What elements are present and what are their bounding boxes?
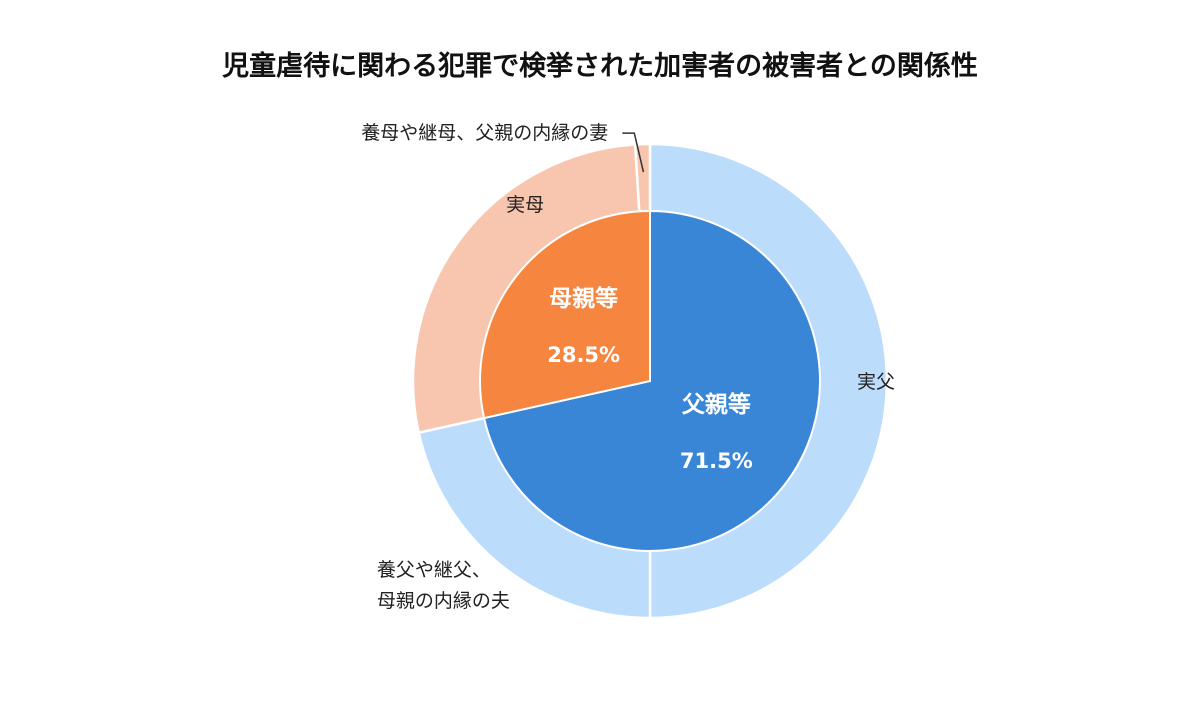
inner-slice-0 xyxy=(482,209,821,552)
outer-slice-label-line: 母親の内縁の夫 xyxy=(377,590,510,612)
inner-slice-value: 71.5% xyxy=(680,449,753,473)
outer-slice-label: 実母 xyxy=(506,194,544,216)
outer-slice-label: 実父 xyxy=(857,371,895,393)
inner-slice-1 xyxy=(479,209,651,420)
outer-slice-label-line: 養父や継父、 xyxy=(377,559,491,581)
inner-slice-label: 母親等 xyxy=(549,285,618,312)
inner-slice-value: 28.5% xyxy=(547,343,620,367)
outer-slice-label: 養父や継父、母親の内縁の夫 xyxy=(377,559,510,612)
inner-ring xyxy=(479,209,821,552)
chart-title: 児童虐待に関わる犯罪で検挙された加害者の被害者との関係性 xyxy=(222,51,978,82)
leader-line xyxy=(622,132,645,173)
outer-slice-label: 養母や継母、父親の内縁の妻 xyxy=(361,122,608,144)
inner-slice-label: 父親等 xyxy=(682,391,751,418)
